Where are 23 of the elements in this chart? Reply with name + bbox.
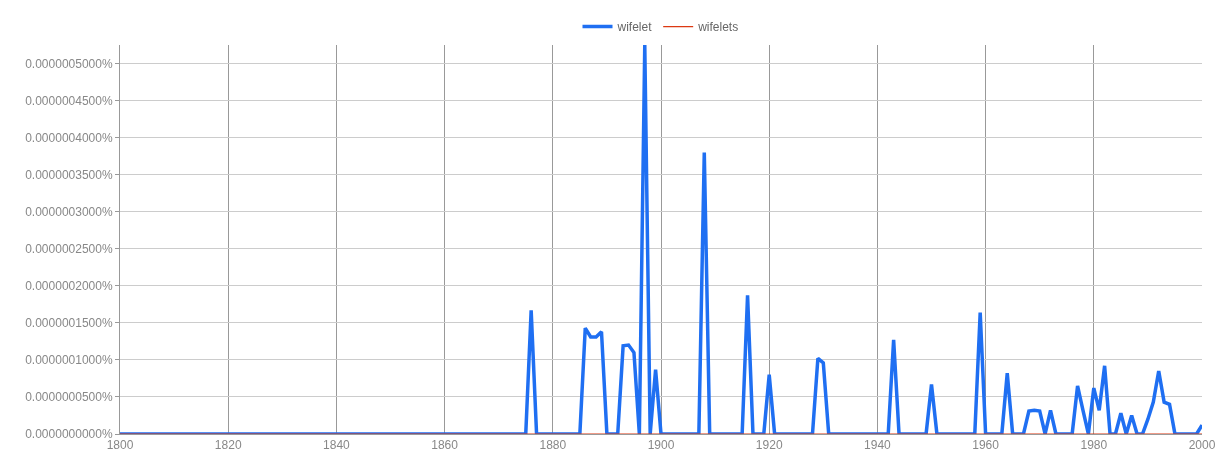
x-tick-label: 1920	[755, 438, 783, 450]
x-tick-label: 1960	[972, 438, 1000, 450]
x-tick-label: 1840	[323, 438, 351, 450]
y-tick-label: 0.0000002500%	[25, 241, 113, 256]
y-tick-label: 0.0000001000%	[25, 353, 113, 368]
x-tick-label: 1900	[647, 438, 675, 450]
y-tick-label: 0.0000005000%	[25, 56, 113, 71]
x-tick-label: 1800	[106, 438, 134, 450]
x-tick-label: 1980	[1080, 438, 1108, 450]
x-tick-label: 1820	[214, 438, 242, 450]
y-tick-label: 0.0000004500%	[25, 93, 113, 108]
legend-label: wifelet	[616, 20, 653, 35]
legend-label: wifelets	[697, 20, 739, 35]
y-tick-label: 0.0000003500%	[25, 167, 113, 182]
y-tick-label: 0.0000004000%	[25, 130, 113, 145]
x-tick-label: 2000	[1188, 438, 1216, 450]
y-tick-label: 0.0000000500%	[25, 390, 113, 405]
y-tick-label: 0.0000002000%	[25, 279, 113, 294]
x-tick-label: 1880	[539, 438, 567, 450]
x-tick-label: 1860	[431, 438, 459, 450]
y-tick-label: 0.0000001500%	[25, 316, 113, 331]
y-tick-label: 0.0000003000%	[25, 204, 113, 219]
x-tick-label: 1940	[864, 438, 892, 450]
